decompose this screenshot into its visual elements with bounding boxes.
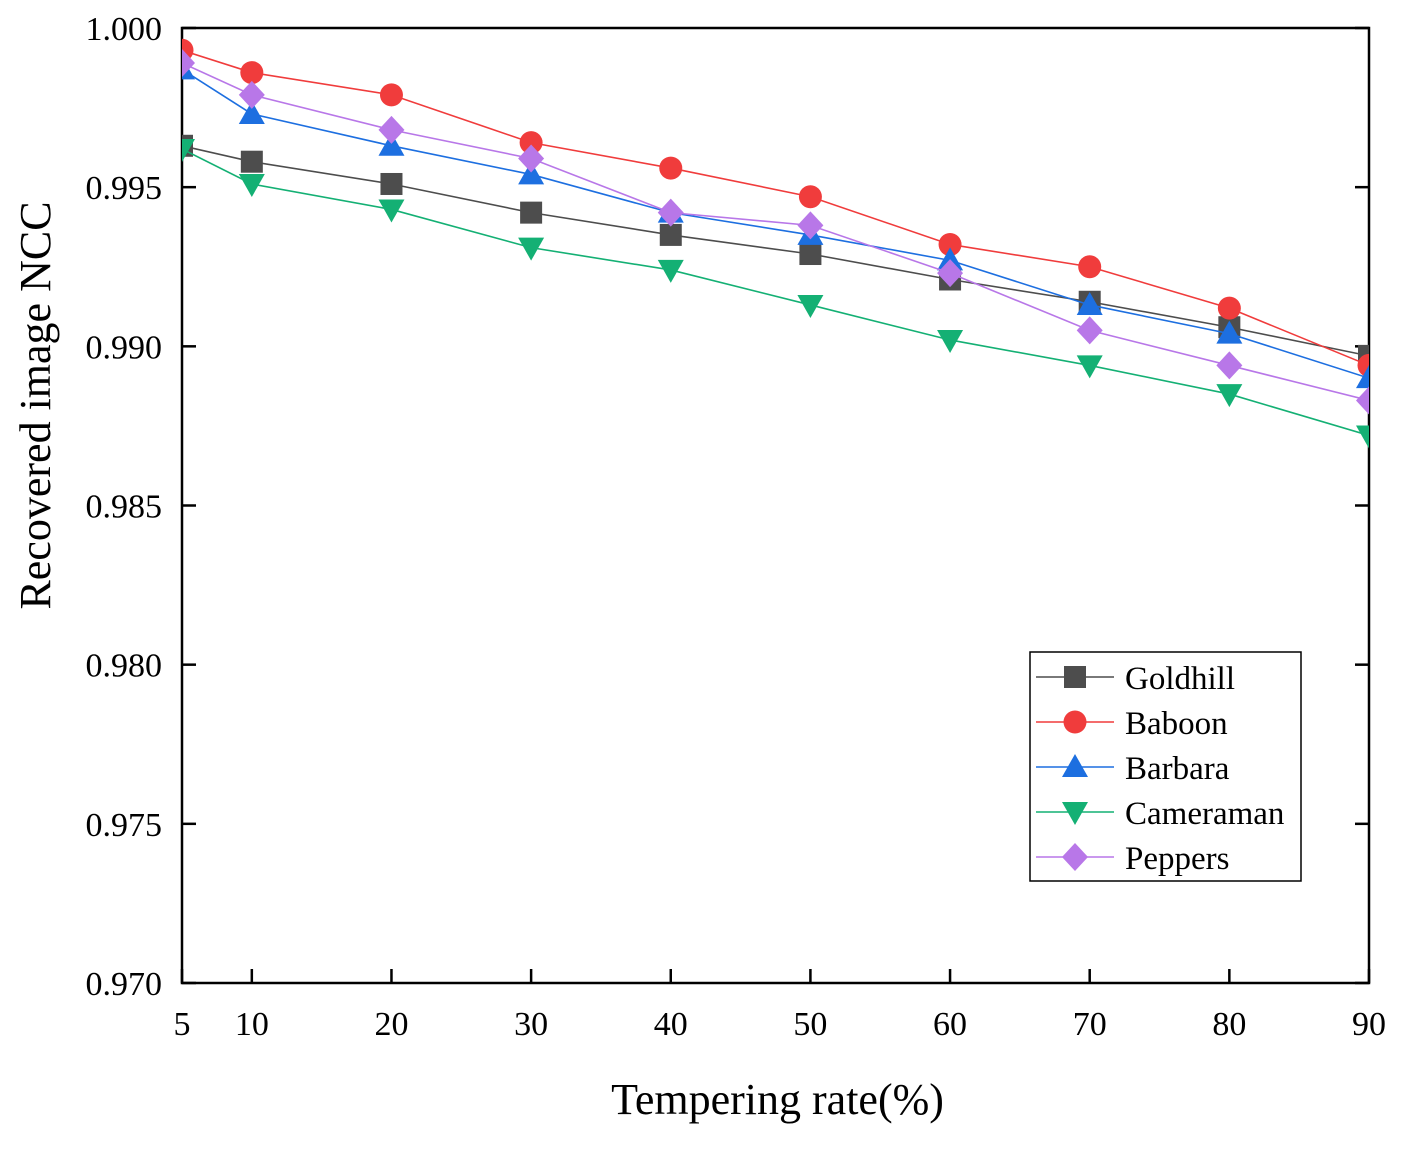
data-point-barbara (1216, 320, 1243, 344)
data-point-cameraman (378, 199, 405, 223)
data-point-cameraman (657, 259, 684, 283)
series-goldhill (182, 134, 1369, 367)
data-point-cameraman (797, 294, 824, 318)
legend-marker-barbara (1062, 754, 1088, 777)
x-tick-label: 30 (514, 1006, 548, 1043)
data-point-peppers (518, 144, 545, 173)
y-tick-label: 0.975 (86, 807, 163, 844)
data-point-peppers (1356, 386, 1369, 415)
y-tick-label: 0.995 (86, 170, 163, 207)
data-point-goldhill (240, 150, 263, 173)
data-point-cameraman (518, 237, 545, 261)
data-point-peppers (657, 198, 684, 227)
data-point-barbara (518, 161, 545, 185)
series-peppers (182, 49, 1369, 415)
series-baboon (182, 38, 1369, 377)
data-point-baboon (1217, 296, 1241, 320)
legend-marker-baboon (1063, 710, 1087, 734)
data-point-cameraman (1216, 384, 1243, 408)
data-point-cameraman (937, 329, 964, 353)
series-line-goldhill (182, 145, 1369, 357)
x-tick-label: 70 (1073, 1006, 1107, 1043)
data-point-barbara (1356, 365, 1369, 389)
data-point-barbara (378, 132, 405, 156)
series-line-cameraman (182, 148, 1369, 437)
data-point-goldhill (799, 243, 822, 266)
data-point-baboon (938, 232, 962, 256)
data-point-peppers (1076, 316, 1103, 345)
series-line-peppers (182, 62, 1369, 402)
x-tick-label: 50 (793, 1006, 827, 1043)
y-tick-label: 1.000 (86, 11, 163, 48)
legend-label-cameraman: Cameraman (1125, 796, 1284, 832)
legend-marker-peppers (1062, 843, 1088, 871)
data-point-cameraman (1076, 355, 1103, 379)
data-point-peppers (1216, 351, 1243, 380)
legend-marker-cameraman (1062, 802, 1088, 825)
data-point-baboon (798, 185, 822, 209)
data-point-baboon (240, 61, 264, 85)
data-point-peppers (378, 115, 405, 144)
data-point-cameraman (1356, 425, 1369, 449)
data-point-cameraman (238, 173, 265, 197)
x-tick-label: 40 (654, 1006, 688, 1043)
x-axis-ticks: 5 10 20 30 40 50 60 70 80 90 (174, 969, 1386, 1043)
data-point-cameraman (182, 138, 195, 162)
legend-label-barbara: Barbara (1125, 751, 1230, 787)
x-tick-label: 90 (1352, 1006, 1386, 1043)
series-line-baboon (182, 49, 1369, 367)
legend-label-goldhill: Goldhill (1125, 661, 1235, 697)
data-point-baboon (659, 156, 683, 180)
data-point-baboon (519, 131, 543, 155)
data-point-baboon (379, 83, 403, 107)
data-point-barbara (937, 247, 964, 271)
y-tick-label: 0.980 (86, 648, 163, 685)
x-axis-title: Tempering rate(%) (611, 1075, 944, 1124)
y-axis-ticks: 0.970 0.975 0.980 0.985 0.990 0.995 1.000 (86, 11, 1369, 1003)
y-tick-label: 0.985 (86, 489, 163, 526)
data-point-peppers (238, 80, 265, 109)
data-point-goldhill (659, 223, 682, 246)
x-tick-label: 20 (374, 1006, 408, 1043)
data-point-peppers (182, 49, 195, 78)
legend-label-peppers: Peppers (1125, 841, 1229, 877)
y-tick-label: 0.970 (86, 966, 163, 1003)
legend-marker-goldhill (1064, 666, 1086, 688)
y-axis-title: Recovered image NCC (11, 201, 60, 609)
data-point-barbara (1076, 291, 1103, 315)
series-cameraman (182, 138, 1369, 449)
data-point-goldhill (520, 201, 543, 224)
series-line-barbara (182, 68, 1369, 379)
data-point-barbara (238, 100, 265, 124)
x-tick-label: 80 (1212, 1006, 1246, 1043)
x-tick-label: 5 (174, 1006, 191, 1043)
legend-label-baboon: Baboon (1125, 706, 1228, 742)
data-point-peppers (797, 211, 824, 240)
data-point-baboon (1078, 255, 1102, 279)
legend: Goldhill Baboon Barbara Cameraman Peppers (1029, 651, 1302, 882)
x-tick-label: 10 (235, 1006, 269, 1043)
x-tick-label: 60 (933, 1006, 967, 1043)
data-point-peppers (937, 259, 964, 288)
data-point-goldhill (380, 172, 403, 195)
y-tick-label: 0.990 (86, 329, 163, 366)
